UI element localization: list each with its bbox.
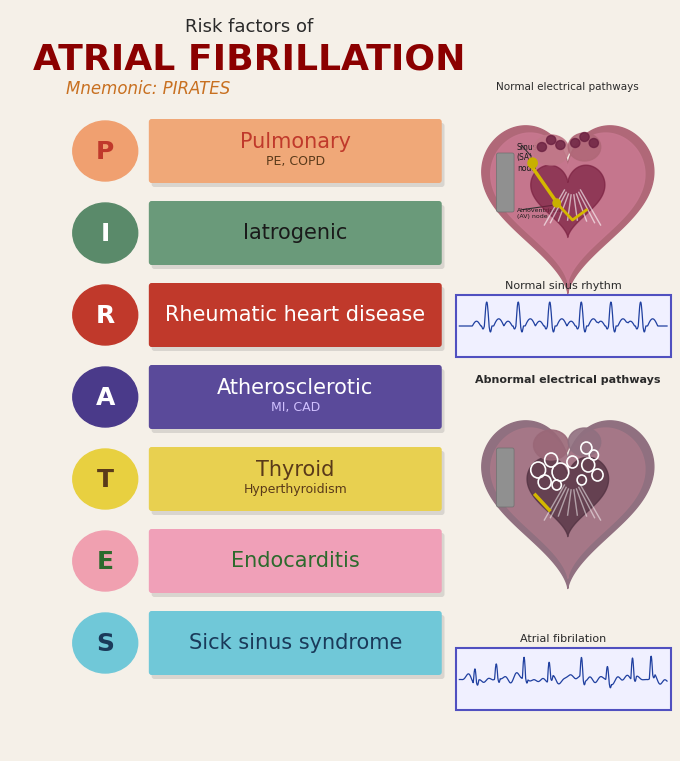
Text: ATRIAL FIBRILLATION: ATRIAL FIBRILLATION bbox=[33, 42, 465, 76]
FancyBboxPatch shape bbox=[149, 529, 442, 593]
Ellipse shape bbox=[547, 135, 556, 145]
Ellipse shape bbox=[571, 139, 580, 148]
Ellipse shape bbox=[73, 203, 137, 263]
FancyBboxPatch shape bbox=[496, 153, 514, 212]
Circle shape bbox=[553, 199, 560, 207]
Text: Hyperthyroidism: Hyperthyroidism bbox=[243, 483, 347, 496]
FancyBboxPatch shape bbox=[152, 451, 445, 515]
Text: Sinus
(SA)
node: Sinus (SA) node bbox=[517, 143, 538, 173]
Polygon shape bbox=[482, 126, 654, 294]
Ellipse shape bbox=[73, 285, 137, 345]
Text: Sick sinus syndrome: Sick sinus syndrome bbox=[188, 633, 402, 653]
Polygon shape bbox=[491, 428, 645, 578]
Ellipse shape bbox=[537, 142, 547, 151]
FancyBboxPatch shape bbox=[456, 295, 670, 357]
FancyBboxPatch shape bbox=[456, 648, 670, 710]
Polygon shape bbox=[482, 421, 654, 588]
FancyBboxPatch shape bbox=[152, 369, 445, 433]
Text: A: A bbox=[96, 386, 115, 410]
Text: Pulmonary: Pulmonary bbox=[240, 132, 351, 152]
Ellipse shape bbox=[73, 449, 137, 509]
Text: Normal electrical pathways: Normal electrical pathways bbox=[496, 82, 639, 92]
Polygon shape bbox=[531, 165, 605, 237]
Text: T: T bbox=[97, 468, 114, 492]
FancyBboxPatch shape bbox=[149, 365, 442, 429]
Polygon shape bbox=[491, 133, 645, 283]
Text: MI, CAD: MI, CAD bbox=[271, 402, 320, 415]
Polygon shape bbox=[527, 457, 609, 537]
FancyBboxPatch shape bbox=[149, 119, 442, 183]
Ellipse shape bbox=[534, 430, 568, 460]
Ellipse shape bbox=[589, 139, 598, 148]
Text: PE, COPD: PE, COPD bbox=[266, 155, 325, 168]
FancyBboxPatch shape bbox=[152, 205, 445, 269]
FancyBboxPatch shape bbox=[149, 447, 442, 511]
FancyBboxPatch shape bbox=[152, 533, 445, 597]
FancyBboxPatch shape bbox=[149, 201, 442, 265]
Ellipse shape bbox=[568, 133, 600, 161]
Text: Abnormal electrical pathways: Abnormal electrical pathways bbox=[475, 375, 660, 385]
Ellipse shape bbox=[73, 121, 137, 181]
FancyBboxPatch shape bbox=[496, 448, 514, 507]
FancyBboxPatch shape bbox=[149, 611, 442, 675]
Text: R: R bbox=[96, 304, 115, 328]
Text: Atherosclerotic: Atherosclerotic bbox=[217, 378, 373, 398]
Text: Rheumatic heart disease: Rheumatic heart disease bbox=[165, 305, 426, 325]
Text: Iatrogenic: Iatrogenic bbox=[243, 223, 347, 243]
Text: P: P bbox=[96, 140, 114, 164]
Ellipse shape bbox=[73, 367, 137, 427]
Ellipse shape bbox=[568, 428, 600, 456]
Text: Thyroid: Thyroid bbox=[256, 460, 335, 480]
FancyBboxPatch shape bbox=[149, 283, 442, 347]
Text: Endocarditis: Endocarditis bbox=[231, 551, 360, 571]
Text: Normal sinus rhythm: Normal sinus rhythm bbox=[505, 281, 622, 291]
Text: Risk factors of: Risk factors of bbox=[185, 18, 313, 36]
Text: Atrial fibrilation: Atrial fibrilation bbox=[520, 634, 607, 644]
FancyBboxPatch shape bbox=[152, 123, 445, 187]
FancyBboxPatch shape bbox=[152, 615, 445, 679]
Ellipse shape bbox=[73, 613, 137, 673]
Text: E: E bbox=[97, 550, 114, 574]
Text: Mnemonic: PIRATES: Mnemonic: PIRATES bbox=[67, 80, 231, 98]
Ellipse shape bbox=[73, 531, 137, 591]
Ellipse shape bbox=[556, 141, 565, 149]
Text: Atrioventricular
(AV) node: Atrioventricular (AV) node bbox=[517, 208, 566, 219]
FancyBboxPatch shape bbox=[152, 287, 445, 351]
Ellipse shape bbox=[534, 135, 568, 165]
Ellipse shape bbox=[580, 132, 589, 142]
Text: S: S bbox=[97, 632, 114, 656]
Text: I: I bbox=[101, 222, 110, 246]
Circle shape bbox=[528, 158, 537, 168]
